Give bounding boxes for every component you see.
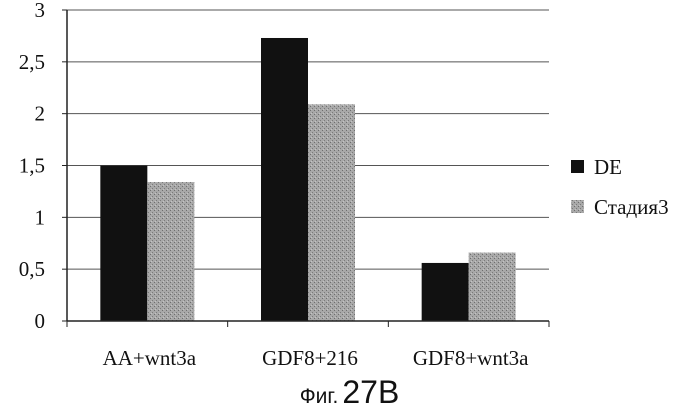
category-label: AA+wnt3a (103, 346, 197, 370)
category-label: GDF8+wnt3a (413, 346, 529, 370)
caption-number: 27B (342, 374, 399, 410)
y-tick-labels: 0 0,5 1 1,5 2 2,5 3 (19, 0, 45, 333)
y-tick-label: 1,5 (19, 154, 45, 178)
caption-prefix: Фиг. (300, 385, 339, 408)
bar-stage3 (469, 253, 516, 321)
bar-stage3 (147, 182, 194, 321)
y-tick-label: 2 (35, 102, 46, 126)
figure-caption: Фиг. 27B (0, 374, 699, 411)
y-tick-label: 2,5 (19, 50, 45, 74)
legend-label: DE (594, 155, 622, 179)
category-label: GDF8+216 (262, 346, 358, 370)
bars (100, 38, 515, 321)
legend-label: Стадия3 (594, 195, 669, 219)
bar-de (422, 263, 469, 321)
bar-stage3 (308, 104, 355, 321)
bar-de (100, 166, 147, 322)
bar-de (261, 38, 308, 321)
y-tick-label: 0 (35, 309, 46, 333)
legend: DE Стадия3 (571, 155, 669, 219)
legend-swatch (571, 160, 584, 173)
category-labels: AA+wnt3a GDF8+216 GDF8+wnt3a (103, 346, 530, 370)
y-tick-label: 1 (35, 205, 46, 229)
legend-swatch (571, 200, 584, 213)
y-tick-label: 0,5 (19, 257, 45, 281)
y-tick-label: 3 (35, 0, 46, 22)
